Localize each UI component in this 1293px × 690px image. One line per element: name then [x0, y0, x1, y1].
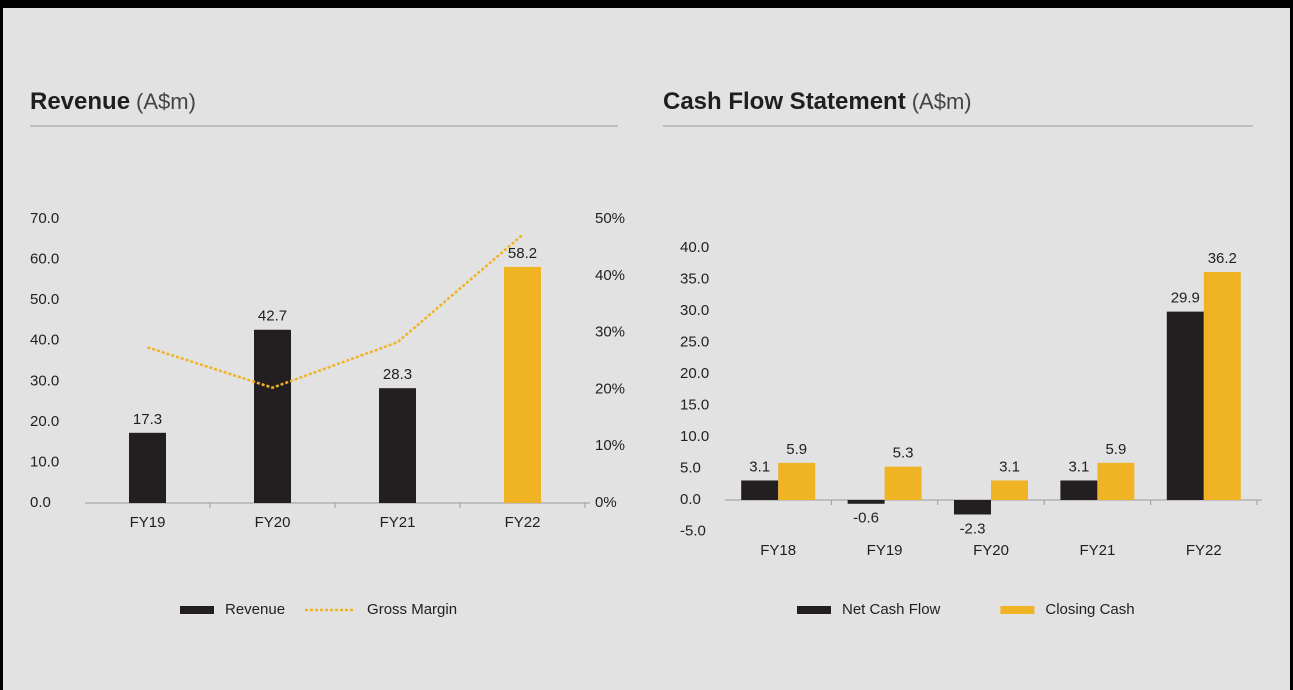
bar — [954, 500, 991, 515]
x-tick-label: FY21 — [1079, 542, 1115, 559]
title-text: Revenue — [30, 88, 130, 115]
bar — [1166, 311, 1204, 500]
data-label: 5.9 — [1105, 441, 1126, 458]
y-tick-label: 60.0 — [30, 251, 59, 268]
y2-tick-label: 50% — [595, 210, 625, 227]
x-tick-label: FY19 — [867, 542, 903, 559]
legend-swatch — [1000, 606, 1035, 614]
y2-tick-label: 20% — [595, 380, 625, 397]
y-tick-label: -5.0 — [680, 522, 706, 539]
data-label: 3.1 — [1068, 458, 1089, 475]
x-tick-label: FY20 — [973, 542, 1009, 559]
data-label: 3.1 — [749, 458, 770, 475]
title-text: Cash Flow Statement — [663, 88, 906, 115]
y-tick-label: 20.0 — [30, 413, 59, 430]
bar — [741, 480, 779, 500]
x-tick-label: FY19 — [130, 514, 166, 531]
bar — [129, 432, 166, 503]
data-label: 5.3 — [893, 445, 914, 462]
y-tick-label: 0.0 — [680, 491, 701, 508]
x-tick-label: FY22 — [1186, 542, 1222, 559]
y-tick-label: 5.0 — [680, 459, 701, 476]
legend-swatch — [797, 606, 831, 614]
data-label: 28.3 — [383, 366, 412, 383]
x-tick-label: FY22 — [505, 514, 541, 531]
legend-label: Revenue — [225, 601, 285, 618]
data-label: -2.3 — [960, 520, 986, 537]
legend-label: Closing Cash — [1045, 601, 1134, 618]
y-tick-label: 50.0 — [30, 291, 59, 308]
x-tick-label: FY18 — [760, 542, 796, 559]
bar — [504, 266, 541, 503]
y-tick-label: 10.0 — [30, 453, 59, 470]
x-tick-label: FY20 — [255, 514, 291, 531]
bar — [884, 466, 922, 500]
bar — [1097, 462, 1135, 500]
bar — [778, 462, 816, 500]
y-tick-label: 40.0 — [30, 332, 59, 349]
data-label: 5.9 — [786, 441, 807, 458]
legend-label: Gross Margin — [367, 601, 457, 618]
y-tick-label: 15.0 — [680, 396, 709, 413]
y2-tick-label: 10% — [595, 437, 625, 454]
chart-title: Revenue (A$m) — [30, 88, 196, 115]
legend-swatch — [180, 606, 214, 614]
data-label: -0.6 — [853, 510, 879, 527]
title-unit: (A$m) — [912, 89, 972, 114]
y-tick-label: 10.0 — [680, 428, 709, 445]
y-tick-label: 40.0 — [680, 239, 709, 256]
y-tick-label: 30.0 — [30, 372, 59, 389]
data-label: 58.2 — [508, 245, 537, 262]
chart-title: Cash Flow Statement (A$m) — [663, 88, 972, 115]
y-tick-label: 25.0 — [680, 333, 709, 350]
y2-tick-label: 40% — [595, 267, 625, 284]
bar — [847, 500, 885, 504]
data-label: 3.1 — [999, 458, 1020, 475]
y-tick-label: 30.0 — [680, 302, 709, 319]
y-tick-label: 20.0 — [680, 365, 709, 382]
y-tick-label: 0.0 — [30, 494, 51, 511]
panel-background — [3, 8, 1290, 690]
y-tick-label: 35.0 — [680, 270, 709, 287]
y2-tick-label: 30% — [595, 324, 625, 341]
bar — [254, 329, 291, 503]
data-label: 17.3 — [133, 411, 162, 428]
bar — [991, 480, 1028, 500]
bar — [379, 388, 416, 503]
legend-label: Net Cash Flow — [842, 601, 941, 618]
data-label: 42.7 — [258, 308, 287, 325]
bar — [1203, 271, 1241, 500]
y-tick-label: 70.0 — [30, 210, 59, 227]
data-label: 36.2 — [1208, 250, 1237, 267]
bar — [1060, 480, 1098, 500]
y2-tick-label: 0% — [595, 494, 617, 511]
line-series — [147, 233, 524, 390]
x-tick-label: FY21 — [380, 514, 416, 531]
title-unit: (A$m) — [136, 89, 196, 114]
data-label: 29.9 — [1171, 290, 1200, 307]
